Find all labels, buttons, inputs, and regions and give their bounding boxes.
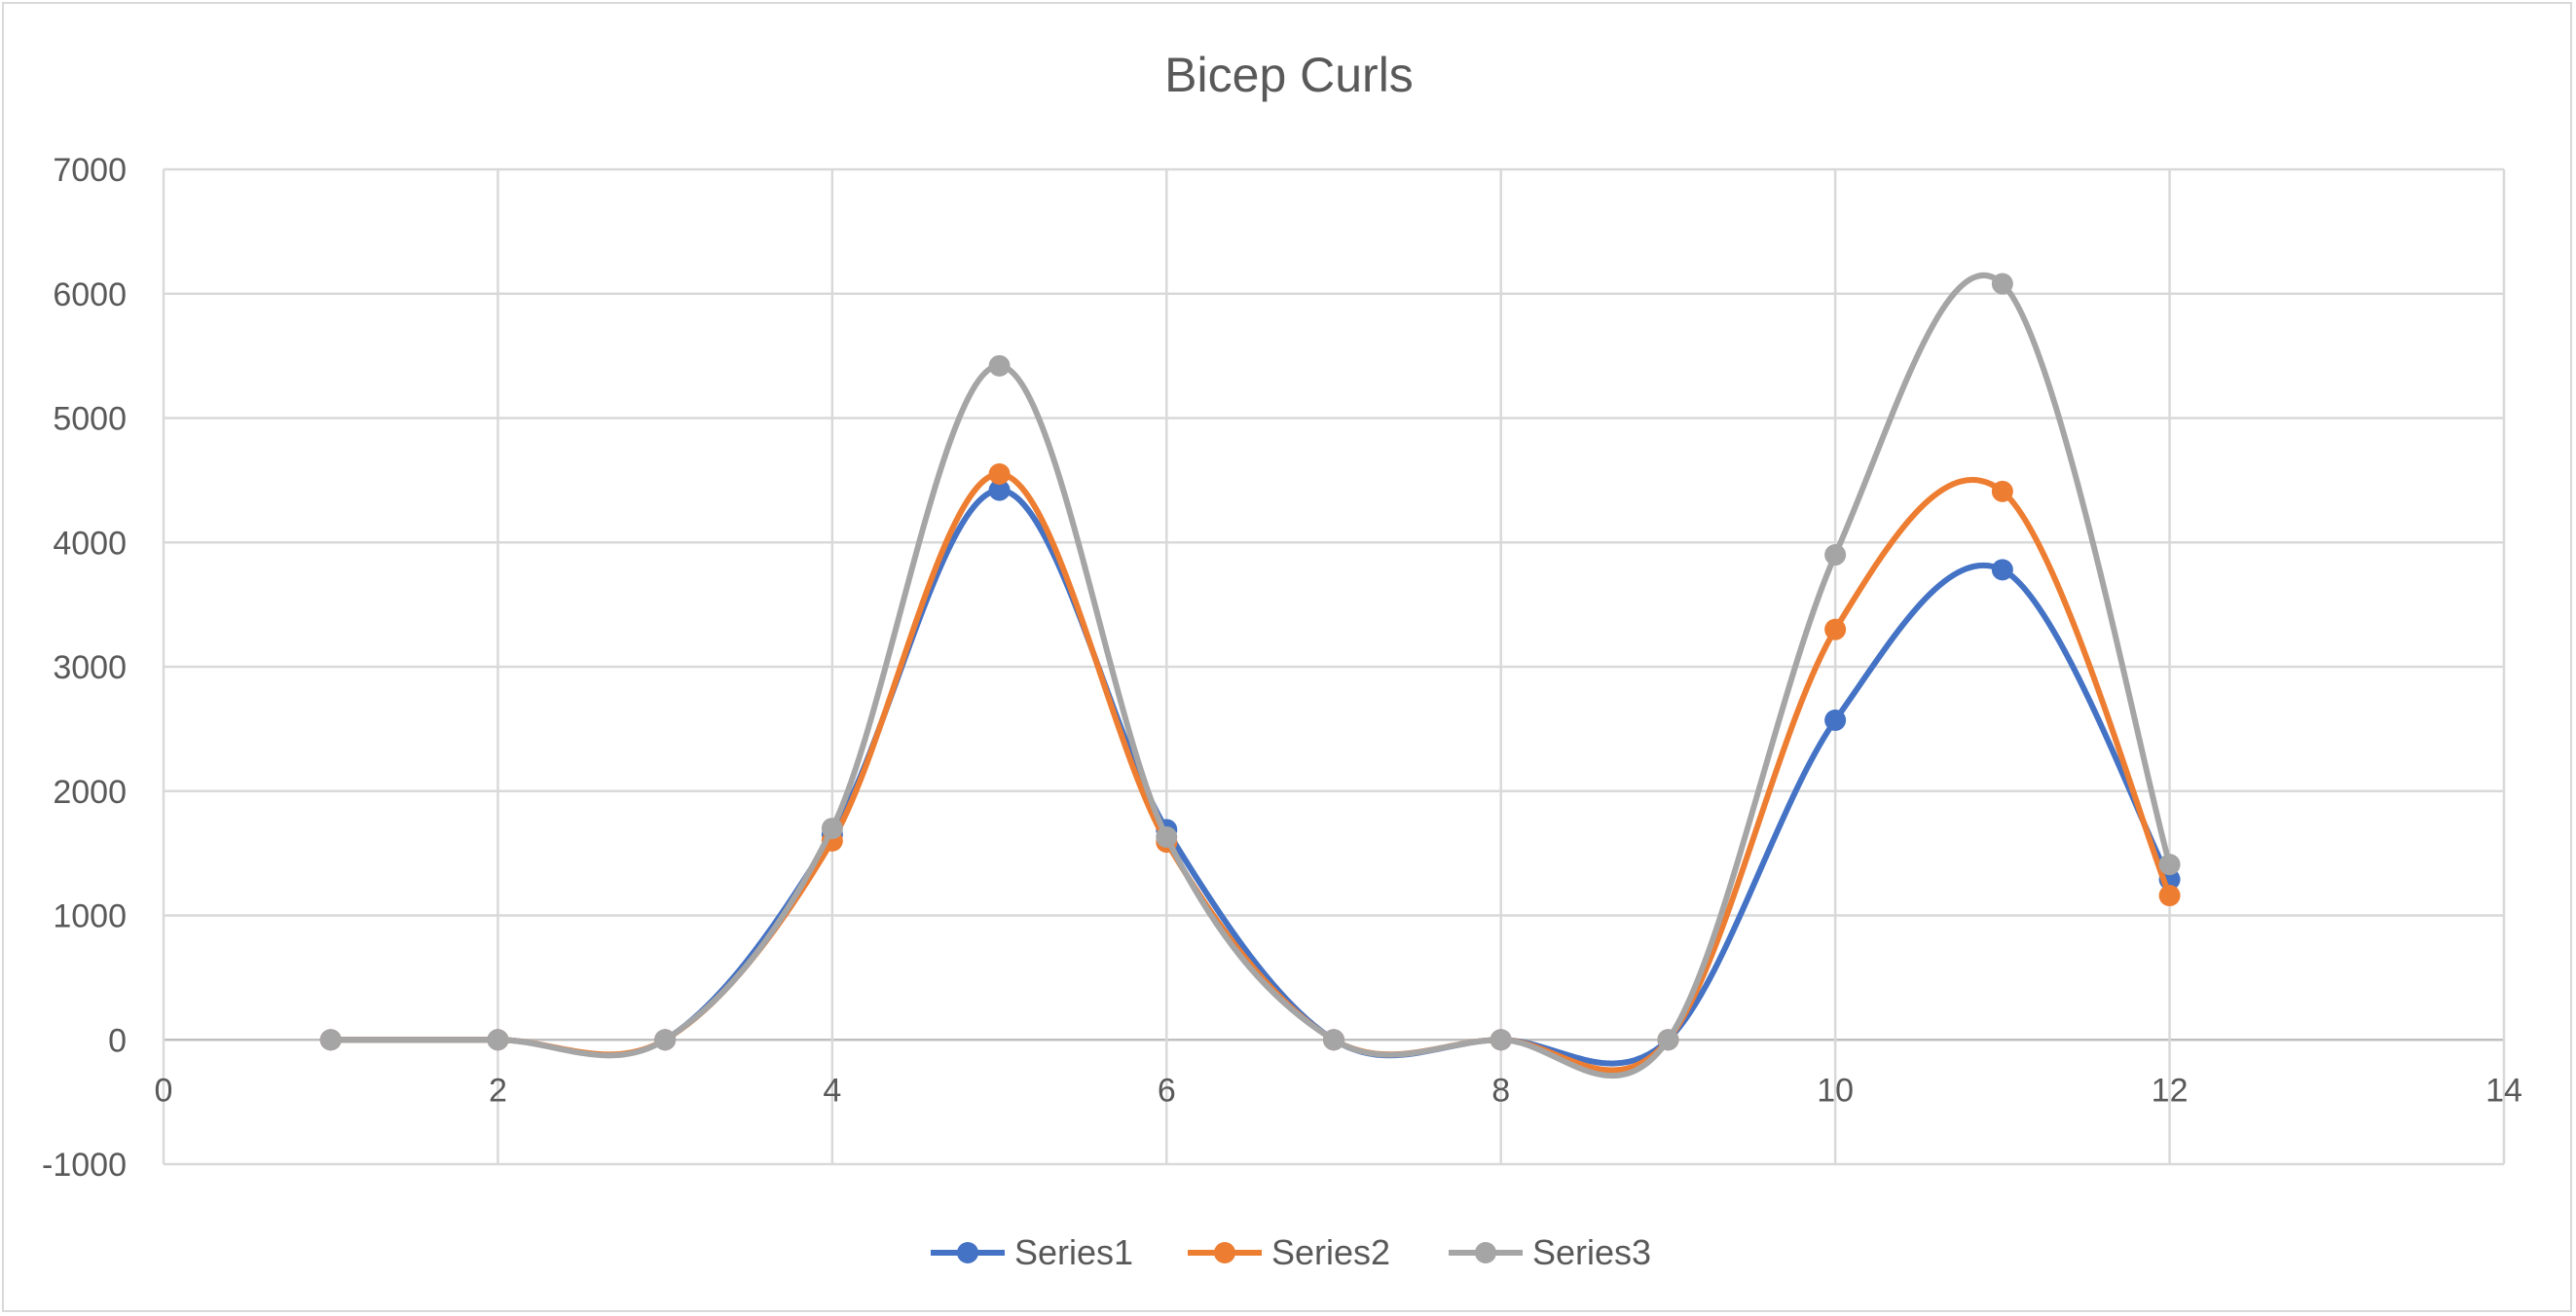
- series-1: [319, 479, 2181, 1067]
- y-tick-label: 0: [108, 1022, 127, 1059]
- data-point: [1323, 1029, 1344, 1051]
- data-point: [988, 354, 1011, 377]
- x-tick-label: 14: [2485, 1072, 2522, 1109]
- data-point: [1156, 826, 1178, 849]
- data-point: [2158, 854, 2181, 876]
- data-point: [654, 1029, 677, 1051]
- legend-marker: [1214, 1242, 1235, 1263]
- y-tick-label: -1000: [42, 1147, 127, 1184]
- legend-label: Series2: [1271, 1232, 1390, 1272]
- data-point: [1490, 1029, 1512, 1051]
- series-3: [319, 273, 2181, 1079]
- data-point: [1991, 559, 2013, 581]
- series-line: [327, 487, 2173, 1067]
- legend-marker: [957, 1242, 978, 1263]
- x-tick-label: 4: [823, 1072, 841, 1109]
- chart-title: Bicep Curls: [1164, 48, 1414, 102]
- y-tick-label: 7000: [53, 152, 127, 189]
- series-line: [327, 470, 2173, 1074]
- data-point: [1824, 618, 1847, 640]
- data-point: [487, 1029, 509, 1051]
- x-tick-label: 8: [1491, 1072, 1510, 1109]
- series-2: [319, 462, 2181, 1074]
- y-tick-label: 3000: [53, 649, 127, 686]
- y-tick-label: 2000: [53, 774, 127, 811]
- series-line: [327, 273, 2173, 1079]
- legend-entry-series3[interactable]: Series3: [1449, 1232, 1651, 1272]
- legend-label: Series3: [1532, 1232, 1651, 1272]
- data-point: [319, 1029, 342, 1051]
- y-tick-label: 6000: [53, 276, 127, 313]
- axis-tick-labels: -1000 0 1000 2000 3000 4000 5000 6000 7000 0 2 4 6 8 1…: [42, 152, 2522, 1184]
- legend[interactable]: Series1 Series2 Series3: [931, 1232, 1651, 1272]
- legend-marker: [1475, 1242, 1496, 1263]
- data-point: [1657, 1029, 1679, 1051]
- chart-svg: Bicep Curls -100001000200030004000500060…: [42, 48, 2522, 1272]
- legend-label: Series1: [1014, 1232, 1133, 1272]
- y-tick-label: 1000: [53, 898, 127, 935]
- legend-entry-series2[interactable]: Series2: [1188, 1232, 1390, 1272]
- data-point: [2158, 885, 2181, 907]
- x-tick-label: 10: [1817, 1072, 1854, 1109]
- data-point: [1824, 709, 1847, 731]
- data-series: [319, 273, 2181, 1079]
- data-point: [988, 462, 1011, 485]
- x-tick-label: 2: [489, 1072, 507, 1109]
- x-tick-label: 0: [155, 1072, 173, 1109]
- gridlines: [162, 167, 2506, 1166]
- data-point: [1991, 273, 2013, 295]
- data-point: [821, 818, 843, 840]
- data-point: [1824, 544, 1847, 567]
- x-tick-label: 6: [1158, 1072, 1176, 1109]
- y-tick-label: 5000: [53, 401, 127, 438]
- x-tick-label: 12: [2152, 1072, 2189, 1109]
- data-point: [988, 479, 1011, 501]
- data-point: [1991, 480, 2013, 502]
- y-tick-label: 4000: [53, 525, 127, 562]
- legend-entry-series1[interactable]: Series1: [931, 1232, 1133, 1272]
